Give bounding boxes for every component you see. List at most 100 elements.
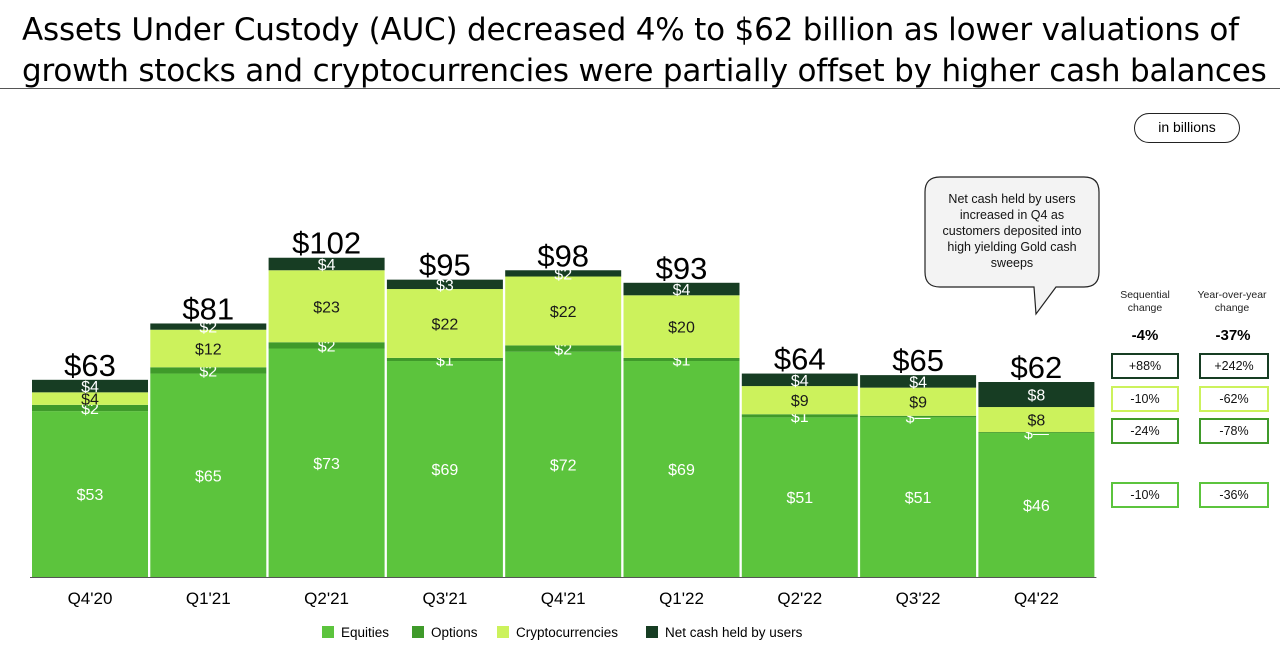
equities-sequential-change: -10% [1111,482,1179,508]
legend-label-cryptocurrencies: Cryptocurrencies [516,625,618,640]
bar-equities-6 [741,417,858,577]
bar-options-1 [150,367,267,374]
data-label-cryptocurrencies-3: $22 [432,316,459,333]
data-label-cryptocurrencies-5: $20 [668,320,695,337]
x-tick-label-8: Q4'22 [1014,589,1059,608]
data-label-net-cash-held-by-users-8: $8 [1028,388,1046,405]
data-label-equities-2: $73 [313,456,340,473]
x-tick-label-5: Q1'22 [659,589,704,608]
data-label-net-cash-held-by-users-4: $2 [554,266,572,283]
sequential-change-header: Sequential change [1120,289,1170,314]
data-label-net-cash-held-by-users-3: $3 [436,277,454,294]
data-label-net-cash-held-by-users-5: $4 [673,282,691,299]
bar-net-cash-held-by-users-4 [505,270,622,277]
bar-cryptocurrencies-6 [741,386,858,415]
bar-net-cash-held-by-users-3 [386,279,503,290]
title-line-2: growth stocks and cryptocurrencies were … [22,53,1267,89]
data-label-equities-7: $51 [905,490,932,507]
data-label-cryptocurrencies-6: $9 [791,393,809,410]
equities-yoy-change: -36% [1199,482,1269,508]
bar-equities-2 [268,348,385,577]
legend-swatch-equities [322,626,334,638]
data-label-equities-4: $72 [550,457,577,474]
bar-cryptocurrencies-2 [268,270,385,343]
legend-swatch-net-cash-held-by-users [646,626,658,638]
data-label-equities-5: $69 [668,462,695,479]
data-label-cryptocurrencies-2: $23 [313,299,340,316]
page-title: Assets Under Custody (AUC) decreased 4% … [22,10,1272,92]
total-label-4: $98 [537,238,589,273]
data-label-cryptocurrencies-4: $22 [550,304,577,321]
bar-cryptocurrencies-0 [32,392,148,405]
data-label-options-4: $2 [554,342,572,359]
bar-equities-7 [860,417,977,577]
data-label-cryptocurrencies-7: $9 [909,395,927,412]
bar-equities-4 [505,351,622,577]
total-label-8: $62 [1011,350,1063,385]
options-yoy-change: -78% [1199,418,1269,444]
bar-net-cash-held-by-users-2 [268,257,385,271]
data-label-net-cash-held-by-users-1: $2 [199,320,217,337]
legend-label-options: Options [431,625,478,640]
total-label-5: $93 [656,251,708,286]
data-label-net-cash-held-by-users-7: $4 [909,374,927,391]
title-divider [0,88,1280,89]
bar-options-3 [386,357,503,362]
bar-cryptocurrencies-3 [386,289,503,358]
bar-options-7 [860,415,977,418]
total-label-3: $95 [419,248,471,283]
legend-label-equities: Equities [341,625,389,640]
bar-options-4 [505,345,622,352]
data-label-net-cash-held-by-users-2: $4 [318,257,336,274]
bar-net-cash-held-by-users-6 [741,373,858,387]
bar-cryptocurrencies-7 [860,387,977,416]
cash-sequential-change: +88% [1111,353,1179,379]
bar-cryptocurrencies-4 [505,276,622,346]
yoy-total-change: -37% [1215,327,1251,344]
callout-shape [924,176,1100,316]
data-label-cryptocurrencies-0: $4 [81,392,99,409]
bar-cryptocurrencies-1 [150,329,267,368]
data-label-equities-8: $46 [1023,498,1050,515]
bar-cryptocurrencies-5 [623,295,740,358]
callout-text: Net cash held by users increased in Q4 a… [942,192,1082,270]
data-label-net-cash-held-by-users-6: $4 [791,373,809,390]
bar-options-2 [268,342,385,349]
total-label-1: $81 [182,291,234,326]
bar-net-cash-held-by-users-8 [978,382,1095,408]
cash-yoy-change: +242% [1199,353,1269,379]
data-label-cryptocurrencies-1: $12 [195,342,222,359]
bar-options-6 [741,414,858,418]
sequential-total-change: -4% [1131,327,1159,344]
title-line-1: Assets Under Custody (AUC) decreased 4% … [22,12,1239,48]
crypto-sequential-change: -10% [1111,386,1179,412]
bar-options-5 [623,357,740,362]
bar-net-cash-held-by-users-7 [860,375,977,388]
total-label-2: $102 [292,226,361,261]
bar-net-cash-held-by-users-0 [32,379,148,393]
x-tick-label-0: Q4'20 [68,589,113,608]
total-label-6: $64 [774,342,826,377]
data-label-equities-3: $69 [432,462,459,479]
data-label-net-cash-held-by-users-0: $4 [81,379,99,396]
x-tick-label-7: Q3'22 [896,589,941,608]
x-tick-label-3: Q3'21 [422,589,467,608]
bar-equities-8 [978,433,1095,577]
bar-equities-1 [150,373,267,577]
callout-bubble: Net cash held by users increased in Q4 a… [924,176,1100,316]
bar-equities-3 [386,361,503,577]
total-label-7: $65 [892,343,944,378]
crypto-yoy-change: -62% [1199,386,1269,412]
data-label-equities-0: $53 [77,487,104,504]
data-label-equities-6: $51 [786,490,813,507]
bar-equities-5 [623,361,740,577]
data-label-equities-1: $65 [195,468,222,485]
units-badge: in billions [1134,113,1240,143]
bar-net-cash-held-by-users-1 [150,323,267,330]
x-tick-label-1: Q1'21 [186,589,231,608]
bar-options-8 [978,432,1095,434]
options-sequential-change: -24% [1111,418,1179,444]
legend-label-net-cash-held-by-users: Net cash held by users [665,625,803,640]
bar-net-cash-held-by-users-5 [623,282,740,296]
